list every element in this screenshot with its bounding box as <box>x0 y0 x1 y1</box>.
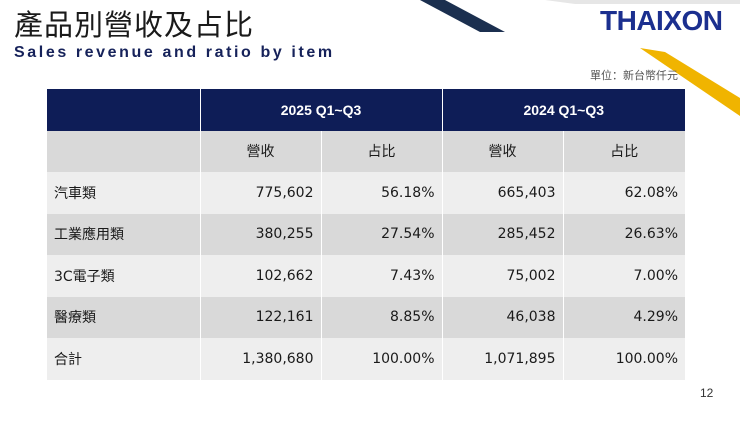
category-cell: 工業應用類 <box>47 213 201 255</box>
revenue-2024-cell: 75,002 <box>442 255 564 297</box>
subheader-corner <box>47 130 201 172</box>
period-header-2025: 2025 Q1~Q3 <box>200 89 443 131</box>
table-row: 汽車類 775,602 56.18% 665,403 62.08% <box>47 172 685 214</box>
table-row: 醫療類 122,161 8.85% 46,038 4.29% <box>47 296 685 338</box>
ratio-2024-cell: 62.08% <box>563 172 685 214</box>
subheader-ratio-2024: 占比 <box>563 130 685 172</box>
table-total-row: 合計 1,380,680 100.00% 1,071,895 100.00% <box>47 338 685 380</box>
period-header-2024: 2024 Q1~Q3 <box>442 89 685 131</box>
page-subtitle: Sales revenue and ratio by item <box>14 44 335 61</box>
category-cell: 3C電子類 <box>47 255 201 297</box>
revenue-2025-cell: 122,161 <box>200 296 322 338</box>
revenue-2024-cell: 285,452 <box>442 213 564 255</box>
table-subheader-row: 營收 占比 營收 占比 <box>47 130 685 172</box>
ratio-2024-cell: 4.29% <box>563 296 685 338</box>
subheader-revenue-2025: 營收 <box>200 130 322 172</box>
category-cell: 合計 <box>47 338 201 380</box>
ratio-2025-cell: 27.54% <box>321 213 443 255</box>
ratio-2025-cell: 8.85% <box>321 296 443 338</box>
revenue-2025-cell: 1,380,680 <box>200 338 322 380</box>
revenue-2024-cell: 46,038 <box>442 296 564 338</box>
table-header-row: 2025 Q1~Q3 2024 Q1~Q3 <box>47 89 685 131</box>
revenue-table: 2025 Q1~Q3 2024 Q1~Q3 營收 占比 營收 占比 汽車類 77… <box>47 89 685 380</box>
ratio-2025-cell: 7.43% <box>321 255 443 297</box>
subheader-revenue-2024: 營收 <box>442 130 564 172</box>
unit-label: 單位：新台幣仟元 <box>590 69 678 82</box>
page-title: 產品別營收及占比 <box>14 8 255 42</box>
table-row: 工業應用類 380,255 27.54% 285,452 26.63% <box>47 213 685 255</box>
company-logo: THAIXON <box>600 5 723 36</box>
header-corner <box>47 89 201 131</box>
page-number: 12 <box>700 386 714 400</box>
ratio-2024-cell: 7.00% <box>563 255 685 297</box>
revenue-2025-cell: 380,255 <box>200 213 322 255</box>
revenue-2024-cell: 665,403 <box>442 172 564 214</box>
revenue-2024-cell: 1,071,895 <box>442 338 564 380</box>
ratio-2024-cell: 26.63% <box>563 213 685 255</box>
category-cell: 醫療類 <box>47 296 201 338</box>
revenue-2025-cell: 102,662 <box>200 255 322 297</box>
subheader-ratio-2025: 占比 <box>321 130 443 172</box>
category-cell: 汽車類 <box>47 172 201 214</box>
table-row: 3C電子類 102,662 7.43% 75,002 7.00% <box>47 255 685 297</box>
revenue-2025-cell: 775,602 <box>200 172 322 214</box>
ratio-2024-cell: 100.00% <box>563 338 685 380</box>
ratio-2025-cell: 56.18% <box>321 172 443 214</box>
ratio-2025-cell: 100.00% <box>321 338 443 380</box>
